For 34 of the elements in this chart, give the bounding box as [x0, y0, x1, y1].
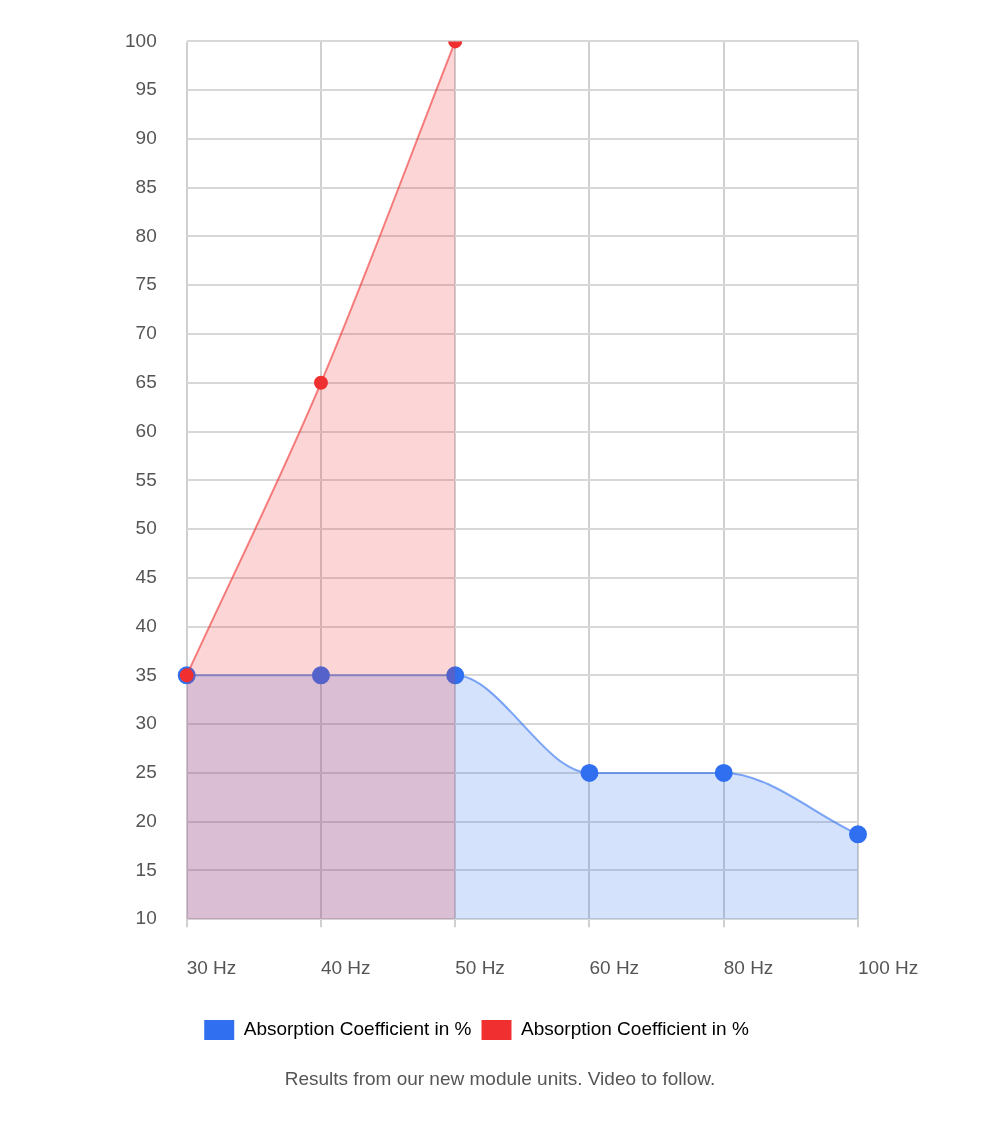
y-tick-label: 35	[135, 663, 157, 685]
x-tick-label: 100 Hz	[858, 956, 919, 978]
y-tick-label: 20	[135, 809, 157, 831]
y-tick-label: 30	[135, 712, 157, 734]
legend-label: Absorption Coefficient in %	[243, 1018, 472, 1040]
point	[446, 666, 465, 685]
y-tick-label: 45	[135, 566, 157, 588]
x-tick-label: 50 Hz	[455, 956, 505, 978]
y-tick-label: 50	[135, 517, 157, 539]
y-tick-label: 100	[125, 29, 157, 51]
y-tick-label: 15	[135, 858, 157, 880]
y-tick-label: 60	[135, 419, 157, 441]
point	[849, 825, 867, 844]
y-tick-label: 10	[135, 907, 157, 929]
y-tick-label: 25	[135, 761, 157, 783]
point	[580, 763, 599, 782]
point	[311, 666, 330, 685]
x-tick-label: 40 Hz	[320, 956, 371, 978]
y-tick-label: 55	[135, 468, 157, 490]
x-tick-label: 30 Hz	[186, 956, 237, 978]
point	[714, 763, 733, 782]
y-tick-label: 80	[135, 224, 157, 246]
y-tick-label: 90	[135, 127, 157, 149]
y-tick-label: 70	[135, 322, 157, 344]
point	[313, 375, 328, 390]
x-tick-label: 80 Hz	[723, 956, 774, 978]
y-tick-label: 65	[135, 371, 157, 392]
y-tick-label: 75	[135, 273, 157, 295]
y-tick-label: 85	[135, 175, 157, 197]
legend-label: Absorption Coefficient in %	[521, 1018, 749, 1040]
y-tick-label: 95	[135, 78, 157, 100]
x-tick-label: 60 Hz	[589, 956, 640, 978]
y-tick-label: 40	[135, 614, 157, 636]
text: Results from our new module units. Video to follow.	[283, 1068, 717, 1090]
